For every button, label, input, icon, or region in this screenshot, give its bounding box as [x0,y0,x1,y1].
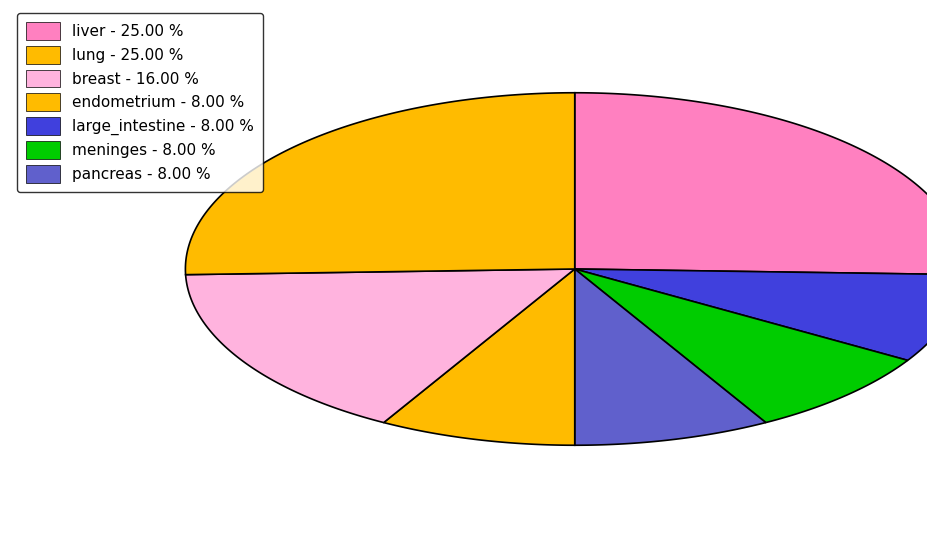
Legend: liver - 25.00 %, lung - 25.00 %, breast - 16.00 %, endometrium - 8.00 %, large_i: liver - 25.00 %, lung - 25.00 %, breast … [17,13,263,192]
Polygon shape [185,269,575,422]
Polygon shape [575,93,927,275]
Polygon shape [575,269,927,360]
Polygon shape [185,93,575,275]
Polygon shape [575,269,908,422]
Polygon shape [384,269,575,445]
Polygon shape [575,269,766,445]
